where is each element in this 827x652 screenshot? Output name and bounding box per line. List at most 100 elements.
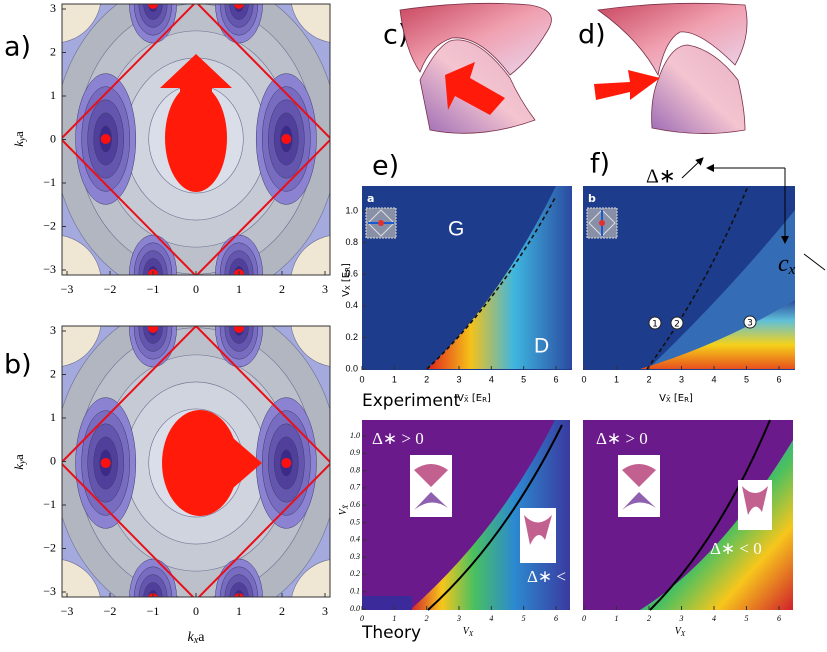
y-tick-label: 0.6 <box>345 269 358 279</box>
dirac-point <box>234 323 244 333</box>
phase-label: Δ∗ < 0 <box>710 539 762 558</box>
axis-label-part: ] <box>487 393 491 404</box>
x-tick-label: 2 <box>279 604 285 618</box>
map-region <box>362 596 412 610</box>
x-tick-label: 2 <box>424 374 429 384</box>
dirac-point <box>281 134 291 144</box>
annotation-part: c <box>778 251 789 277</box>
x-tick-label: 0 <box>582 614 586 623</box>
inset-icon <box>599 220 605 226</box>
marker-label: 1 <box>652 320 658 330</box>
arrow <box>804 254 825 270</box>
annotation-part: x <box>788 262 796 278</box>
y-tick-label: 0.1 <box>350 587 360 596</box>
y-tick-label: 2 <box>50 44 56 58</box>
x-tick-label: 5 <box>521 374 526 384</box>
phase-label: Δ∗ < 0 <box>527 567 579 586</box>
x-tick-label: 2 <box>425 614 429 623</box>
y-tick-label: 3 <box>50 1 56 15</box>
marker-label: 2 <box>674 320 680 330</box>
axis-label-part: [E <box>671 393 684 404</box>
x-tick-label: −2 <box>104 282 117 296</box>
annotation: Δ∗ <box>646 166 676 188</box>
y-tick-label: 0.9 <box>350 448 360 457</box>
axis-label: VX̄ [ER] <box>457 393 491 404</box>
region-label: D <box>534 335 549 358</box>
inset-label: a <box>367 192 374 205</box>
x-tick-label: 6 <box>776 374 781 384</box>
axis-label-part: X̄ <box>342 504 350 510</box>
x-tick-label: 1 <box>392 614 396 623</box>
y-tick-label: 0.8 <box>350 465 360 474</box>
axis-label-part: [E <box>469 393 482 404</box>
y-tick-label: 3 <box>50 323 56 337</box>
x-tick-label: 1 <box>614 374 619 384</box>
axis-label: VX̄ [ER] <box>659 393 693 404</box>
x-tick-label: 0 <box>581 374 586 384</box>
panel-label: e) <box>372 151 399 182</box>
axis-label-part: X <box>468 630 474 638</box>
arrow <box>682 158 703 178</box>
x-tick-label: 6 <box>553 374 558 384</box>
x-tick-label: 0 <box>193 282 199 296</box>
y-tick-label: 0.3 <box>350 552 360 561</box>
x-tick-label: 5 <box>744 374 749 384</box>
x-tick-label: 4 <box>712 614 716 623</box>
axis-label: VX̄ <box>338 504 349 515</box>
y-tick-label: −3 <box>43 262 56 276</box>
dirac-point <box>148 323 158 333</box>
axis-label-part: ] <box>689 393 693 404</box>
region-label: G <box>448 218 464 241</box>
x-tick-label: 3 <box>322 282 328 296</box>
x-tick-label: 1 <box>615 614 619 623</box>
x-tick-label: 2 <box>647 614 651 623</box>
axis-label: kya <box>11 131 27 147</box>
y-tick-label: 1.0 <box>345 205 358 215</box>
axis-label: kya <box>11 454 27 470</box>
axis-label: VX <box>675 626 686 637</box>
figure: a) b) c) d) e) f) kya kya kxa a b G D 12… <box>0 0 827 652</box>
y-tick-label: 0.0 <box>350 604 360 613</box>
x-tick-label: 1 <box>236 604 242 618</box>
x-tick-label: 4 <box>489 374 494 384</box>
x-tick-label: −3 <box>61 282 74 296</box>
y-tick-label: 0.4 <box>345 300 358 310</box>
y-tick-label: 0.8 <box>345 237 358 247</box>
y-tick-label: 0.2 <box>345 332 358 342</box>
x-tick-label: 3 <box>679 374 684 384</box>
axis-label: VX <box>463 626 474 637</box>
contour-fill <box>7 235 102 331</box>
x-tick-label: 0 <box>360 614 364 623</box>
x-tick-label: 3 <box>456 374 461 384</box>
phase-label: Δ∗ > 0 <box>596 429 648 448</box>
marker-label: 3 <box>747 319 753 329</box>
axis-label-part: a <box>11 131 26 137</box>
y-tick-label: 0.0 <box>345 363 358 373</box>
y-tick-label: −1 <box>43 175 56 189</box>
y-tick-label: 1 <box>50 410 56 424</box>
x-tick-label: 0 <box>359 374 364 384</box>
x-tick-label: 3 <box>322 604 328 618</box>
y-tick-label: −1 <box>43 497 56 511</box>
axis-label-part: a <box>198 630 205 645</box>
arrow <box>594 70 660 100</box>
y-tick-label: 2 <box>50 366 56 380</box>
x-tick-label: 3 <box>456 614 461 623</box>
x-tick-label: 1 <box>236 282 242 296</box>
panel-label: d) <box>578 20 606 51</box>
x-tick-label: 2 <box>646 374 651 384</box>
y-tick-label: 0.7 <box>350 483 361 492</box>
x-tick-label: 6 <box>777 614 781 623</box>
x-tick-label: −3 <box>61 604 74 618</box>
inset-label: b <box>588 192 596 205</box>
axis-label-part: ] <box>341 263 352 267</box>
x-tick-label: −1 <box>147 604 160 618</box>
row-label: Experiment <box>362 391 461 411</box>
x-tick-label: 2 <box>279 282 285 296</box>
axis-label-part: X <box>680 630 686 638</box>
y-tick-label: 0.6 <box>350 500 360 509</box>
x-tick-label: −2 <box>104 604 117 618</box>
phase-label: Δ∗ > 0 <box>372 429 424 448</box>
x-tick-label: 5 <box>522 614 526 623</box>
contour-fill <box>7 559 102 652</box>
